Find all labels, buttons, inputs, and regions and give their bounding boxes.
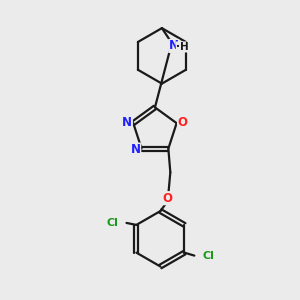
Text: ·H: ·H <box>176 42 189 52</box>
Text: N: N <box>130 143 141 156</box>
Text: N: N <box>169 40 179 52</box>
Text: Cl: Cl <box>107 218 118 228</box>
Text: O: O <box>178 116 188 129</box>
Text: Cl: Cl <box>202 250 214 261</box>
Text: N: N <box>122 116 132 129</box>
Text: O: O <box>162 192 172 205</box>
